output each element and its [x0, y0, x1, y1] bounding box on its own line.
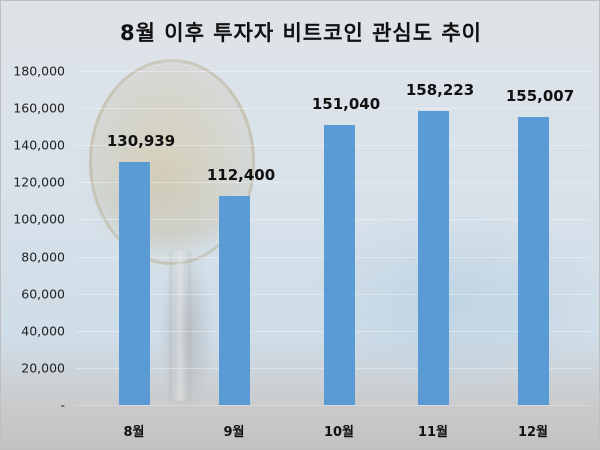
x-tick-label: 8월 [123, 425, 145, 440]
gridline [76, 71, 591, 72]
y-tick-label: 40,000 [21, 323, 65, 339]
y-tick-label: 140,000 [13, 137, 65, 153]
y-tick-label: 60,000 [21, 286, 65, 302]
bar-value-label: 155,007 [505, 87, 575, 106]
x-tick-label: 10월 [323, 425, 355, 440]
x-tick-label: 11월 [417, 425, 449, 440]
bar-5 [517, 117, 549, 405]
y-tick-label: 180,000 [13, 63, 65, 79]
bar-1 [118, 162, 150, 405]
bar-2 [218, 196, 250, 405]
bar-value-label: 151,040 [311, 94, 381, 113]
gridline [76, 108, 591, 110]
y-tick-label: 80,000 [21, 249, 65, 265]
bar-value-label: 112,400 [206, 166, 276, 185]
chart-title: 8월 이후 투자자 비트코인 관심도 추이 [120, 21, 482, 45]
y-tick-label: 120,000 [13, 174, 65, 190]
x-tick-label: 9월 [223, 425, 245, 440]
x-axis-line [76, 405, 591, 406]
y-tick-label: - [60, 397, 65, 413]
coin-stand-background [169, 251, 191, 401]
x-tick-label: 12월 [517, 425, 549, 440]
bar-3 [323, 124, 355, 405]
y-tick-label: 160,000 [13, 100, 65, 116]
bar-4 [417, 111, 449, 405]
bar-value-label: 158,223 [405, 81, 475, 100]
bitcoin-background-image [89, 59, 255, 265]
y-tick-label: 20,000 [21, 360, 65, 376]
bar-value-label: 130,939 [106, 132, 176, 151]
y-tick-label: 100,000 [13, 211, 65, 227]
